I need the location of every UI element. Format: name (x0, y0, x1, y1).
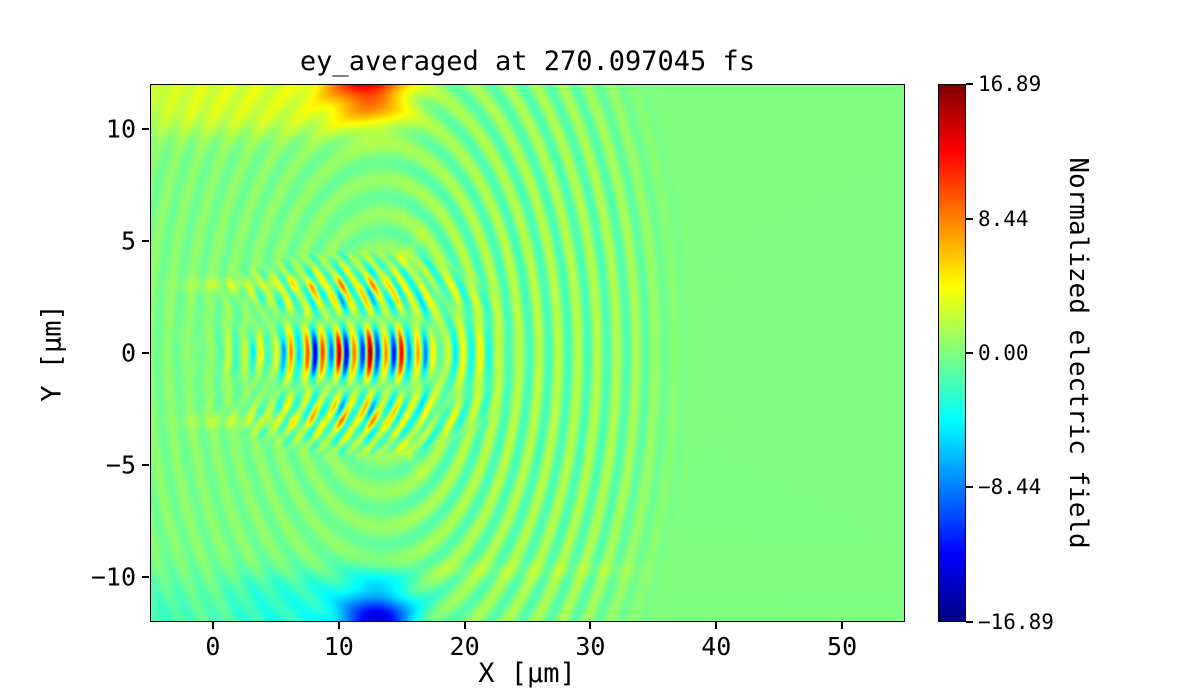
colorbar-tick-label: −16.89 (978, 610, 1054, 634)
x-tick-mark (211, 622, 214, 629)
y-tick-mark (142, 352, 149, 354)
heatmap-canvas (150, 84, 905, 622)
y-tick-label: 5 (120, 226, 136, 256)
plot-title: ey_averaged at 270.097045 fs (299, 46, 756, 77)
x-tick-mark (337, 622, 340, 629)
colorbar-tick-mark (966, 83, 973, 85)
y-tick-label: 0 (120, 338, 136, 368)
x-tick-label: 30 (575, 632, 606, 661)
y-tick-mark (142, 576, 149, 579)
x-tick-mark (715, 622, 718, 629)
x-tick-label: 50 (827, 632, 858, 661)
colorbar-tick-label: 0.00 (978, 341, 1029, 365)
y-tick-mark (142, 239, 149, 242)
y-tick-mark (142, 127, 149, 130)
colorbar-tick-mark (966, 486, 973, 489)
x-tick-label: 0 (205, 632, 221, 661)
colorbar-tick-mark (966, 621, 973, 623)
x-tick-label: 10 (323, 632, 354, 661)
colorbar-canvas (938, 84, 966, 622)
colorbar-tick-label: −8.44 (978, 475, 1042, 500)
x-tick-mark (841, 622, 844, 629)
colorbar-tick-label: 8.44 (978, 206, 1029, 231)
x-tick-label: 40 (701, 632, 732, 661)
x-tick-mark (589, 622, 592, 629)
y-axis-label: Y [μm] (36, 304, 68, 402)
y-tick-label: −5 (105, 450, 136, 480)
x-tick-label: 20 (449, 632, 480, 661)
y-tick-label: −10 (90, 562, 136, 592)
colorbar-tick-mark (966, 217, 973, 220)
x-axis-label: X [μm] (478, 658, 576, 689)
x-tick-mark (463, 622, 466, 629)
y-tick-label: 10 (105, 114, 136, 144)
colorbar-tick-label: 16.89 (978, 72, 1042, 96)
y-tick-mark (142, 464, 149, 467)
colorbar-label: Normalized electric field (1063, 157, 1093, 549)
colorbar-tick-mark (966, 352, 973, 354)
